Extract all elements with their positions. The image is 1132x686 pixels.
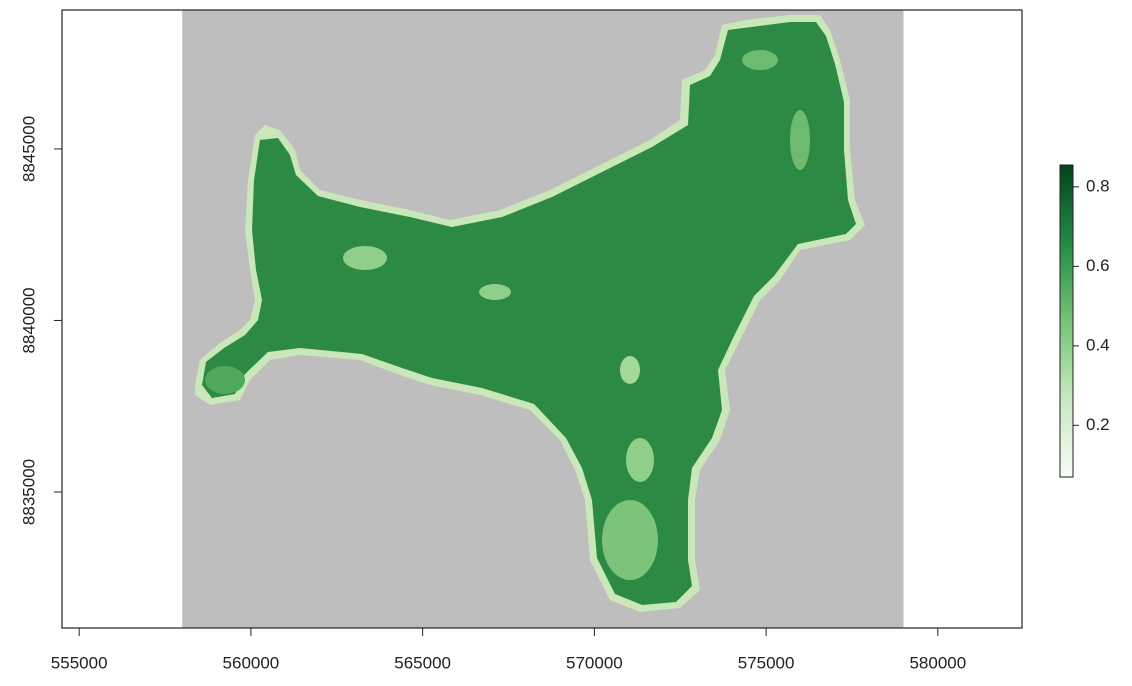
colorbar-tick-label: 0.2 — [1086, 415, 1110, 434]
colorbar-tick-label: 0.8 — [1086, 176, 1110, 195]
x-tick-label: 575000 — [738, 653, 795, 672]
x-tick-label: 580000 — [909, 653, 966, 672]
y-tick-label: 8845000 — [19, 116, 38, 182]
light-patch — [602, 500, 658, 580]
y-tick-label: 8835000 — [19, 459, 38, 525]
x-tick-label: 560000 — [223, 653, 280, 672]
light-patch — [742, 50, 778, 70]
light-patch — [790, 110, 810, 170]
colorbar — [1060, 165, 1073, 477]
y-tick-label: 8840000 — [19, 287, 38, 353]
light-patch — [479, 284, 511, 300]
light-patch — [205, 366, 245, 394]
x-tick-label: 555000 — [51, 653, 108, 672]
light-patch — [626, 438, 654, 482]
colorbar-tick-label: 0.4 — [1086, 335, 1110, 354]
light-patch — [620, 356, 640, 384]
x-tick-label: 570000 — [566, 653, 623, 672]
colorbar-tick-label: 0.6 — [1086, 256, 1110, 275]
x-tick-label: 565000 — [394, 653, 451, 672]
map-chart: 555000 560000 565000 570000 575000 580000 8835… — [0, 0, 1132, 681]
light-patch — [343, 246, 387, 270]
